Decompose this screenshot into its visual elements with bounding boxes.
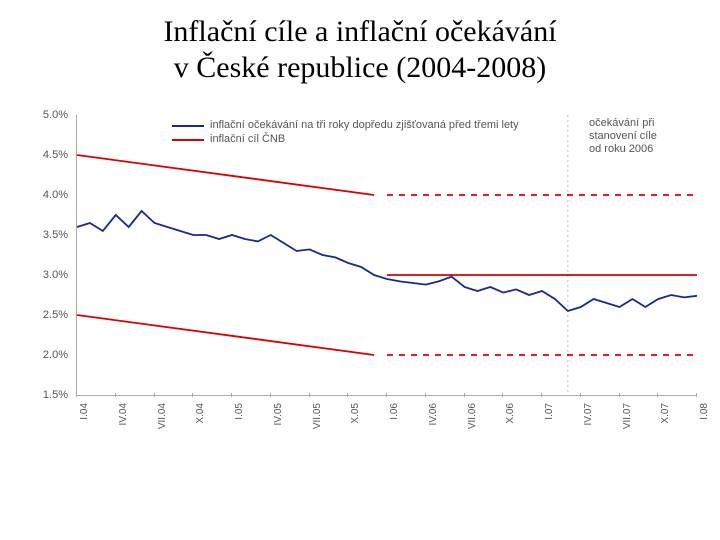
y-tick-label: 4.0% (43, 189, 68, 201)
x-tick-label: X.06 (505, 403, 516, 424)
legend-label: inflační očekávání na tři roky dopředu z… (210, 119, 519, 132)
y-axis: 5.0%4.5%4.0%3.5%3.0%2.5%2.0%1.5% (28, 115, 72, 445)
inflation-chart: 5.0%4.5%4.0%3.5%3.0%2.5%2.0%1.5% inflačn… (28, 115, 700, 445)
y-tick-label: 2.5% (43, 309, 68, 321)
slide: Inflační cíle a inflační očekávání v Čes… (0, 0, 720, 540)
legend-annotation: očekávání při stanovení cíle od roku 200… (589, 117, 709, 157)
x-tick-label: IV.06 (428, 403, 439, 425)
legend-swatch (172, 139, 204, 141)
x-tick-label: X.05 (350, 403, 361, 424)
x-tick-label: I.06 (389, 403, 400, 420)
x-tick-label: I.08 (699, 403, 710, 420)
title-line-1: Inflační cíle a inflační očekávání (163, 15, 556, 48)
legend-series: inflační očekávání na tři roky dopředu z… (172, 119, 519, 147)
legend-annotation-line-1: očekávání při (589, 117, 709, 130)
legend-swatch (172, 125, 204, 127)
chart-svg (77, 115, 697, 395)
x-tick-label: X.07 (660, 403, 671, 424)
legend-annotation-line-3: od roku 2006 (589, 143, 709, 156)
slide-title: Inflační cíle a inflační očekávání v Čes… (0, 0, 720, 86)
x-axis: I.04 IV.04 VII.04 X.04 I.05 IV.05 VII.05 X.05 I.… (76, 397, 696, 445)
title-line-2: v České republice (2004-2008) (174, 51, 546, 84)
x-tick-label: X.04 (195, 403, 206, 424)
x-tick-label: IV.05 (273, 403, 284, 425)
y-tick-label: 1.5% (43, 389, 68, 401)
x-tick-label: IV.04 (118, 403, 129, 425)
y-tick-label: 3.0% (43, 269, 68, 281)
legend-item: inflační cíl ČNB (172, 133, 519, 146)
x-tick-label: VII.06 (467, 403, 478, 429)
x-tick-label: VII.04 (157, 403, 168, 429)
legend-item: inflační očekávání na tři roky dopředu z… (172, 119, 519, 132)
x-tick-label: IV.07 (583, 403, 594, 425)
legend-label: inflační cíl ČNB (210, 133, 285, 146)
legend-annotation-line-2: stanovení cíle (589, 130, 709, 143)
x-tick-label: I.07 (544, 403, 555, 420)
y-tick-label: 2.0% (43, 349, 68, 361)
y-tick-label: 4.5% (43, 149, 68, 161)
x-tick-label: VII.05 (312, 403, 323, 429)
y-tick-label: 5.0% (43, 109, 68, 121)
y-tick-label: 3.5% (43, 229, 68, 241)
plot-area: inflační očekávání na tři roky dopředu z… (76, 115, 697, 396)
x-tick-label: VII.07 (622, 403, 633, 429)
x-tick-label: I.04 (79, 403, 90, 420)
x-tick-label: I.05 (234, 403, 245, 420)
